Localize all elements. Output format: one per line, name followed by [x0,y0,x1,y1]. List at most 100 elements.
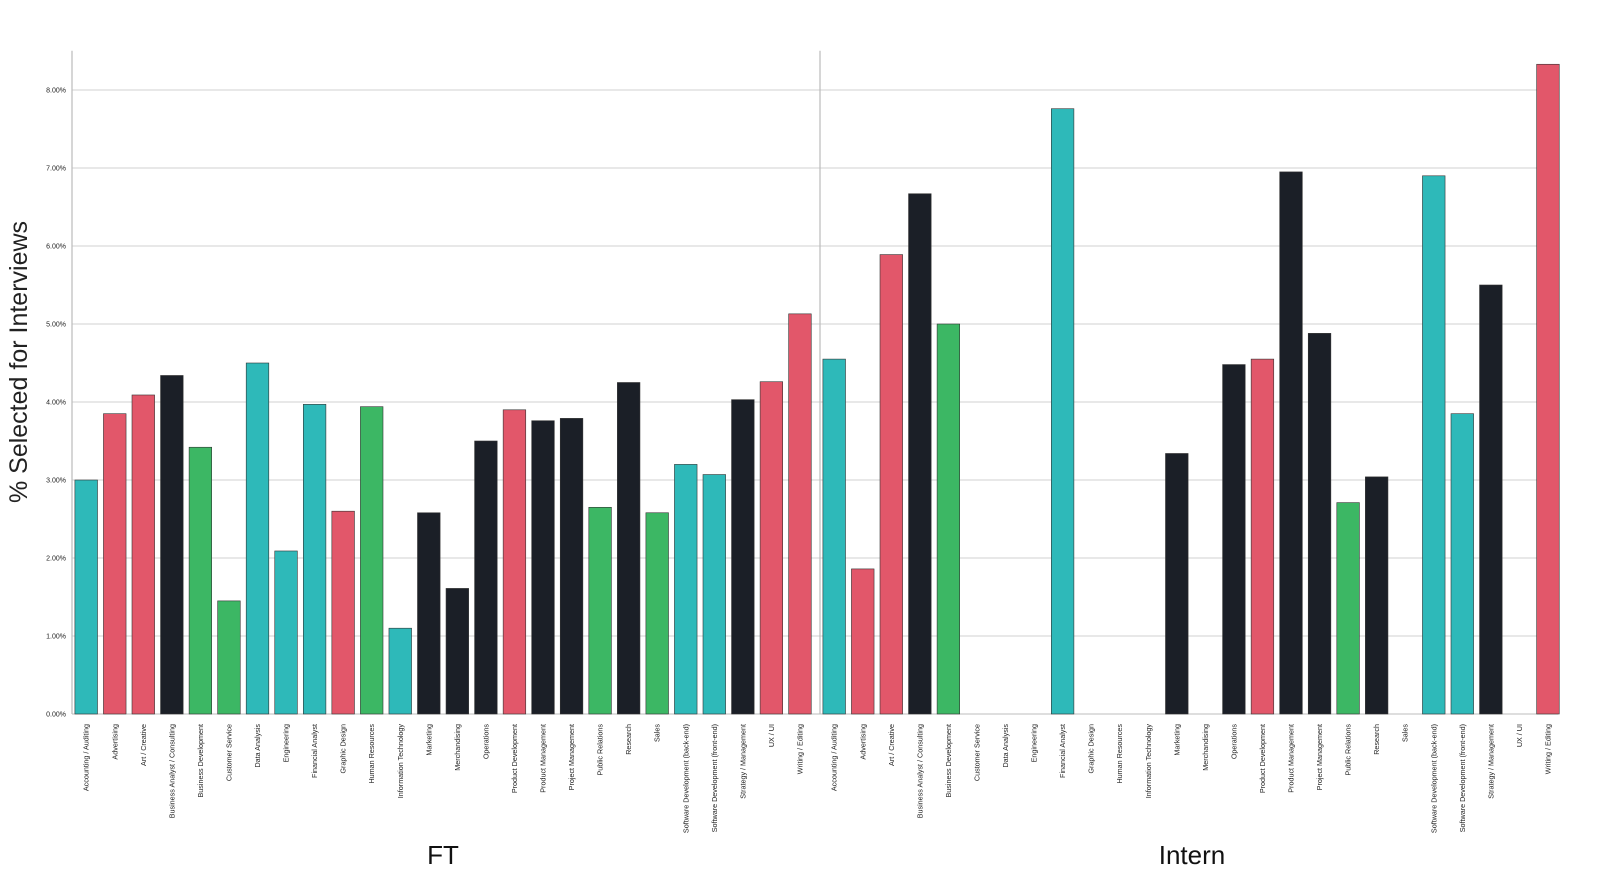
bar [131,394,155,715]
bar [1365,476,1389,715]
x-tick-label: Operations [481,724,490,760]
x-tick-label: Accounting / Auditing [830,724,839,791]
x-tick-label: Public Relations [1344,724,1353,776]
x-tick-label: Data Analysis [1001,724,1010,768]
x-tick-label: Customer Service [224,724,233,781]
bar [822,358,846,715]
bar [360,406,384,715]
y-tick-label: 0.00% [46,712,66,719]
x-tick-label: Strategy / Management [738,724,747,799]
bar [702,474,726,715]
bar [245,362,270,715]
x-tick-label: Art / Creative [139,724,148,766]
y-tick-label: 2.00% [46,556,66,563]
bar [1450,413,1474,715]
bar [1250,358,1275,715]
bar [617,382,641,715]
x-tick-label: Information Technology [1144,724,1153,799]
bar [1307,333,1332,715]
x-tick-label: Business Analyst / Consulting [167,724,176,818]
bar [936,323,960,715]
bar [502,409,527,715]
x-tick-label: Marketing [1172,724,1181,756]
bar [188,446,213,715]
bar [1165,453,1189,715]
bar [759,381,783,715]
bar [1536,63,1560,715]
x-tick-label: Data Analysis [253,724,262,768]
x-tick-label: Merchandising [453,724,462,771]
x-tick-label: Engineering [282,724,291,762]
bar [103,413,127,715]
x-tick-label: Writing / Editing [1543,724,1552,774]
panels: Accounting / Auditing Advertising Art / Cr… [71,50,1560,870]
x-tick-label: Human Resources [367,724,376,784]
x-tick-label: Information Technology [396,724,405,799]
bar [474,440,498,715]
y-tick-label: 3.00% [46,478,66,485]
y-tick-label: 7.00% [46,166,66,173]
x-tick-label: Research [1372,724,1381,755]
x-tick-label: Financial Analyst [310,724,319,778]
x-tick-label: Accounting / Auditing [82,724,91,791]
bar [1336,502,1360,715]
x-tick-label: Public Relations [596,724,605,776]
panel-intern: Accounting / Auditing Advertising Art / Cr… [819,50,1560,870]
bar [74,479,98,715]
x-tick-label: Product Development [510,724,519,793]
bar [1479,284,1503,715]
y-tick-label: 4.00% [46,400,66,407]
x-tick-label: Merchandising [1201,724,1210,771]
x-tick-label: Engineering [1030,724,1039,762]
bar [217,600,241,715]
bar [674,464,698,715]
bar [908,193,932,715]
y-tick-label: 1.00% [46,634,66,641]
bar [302,404,327,715]
x-tick-label: Business Analyst / Consulting [915,724,924,818]
x-tick-label: Software Development (back-end) [1429,724,1438,833]
panel-title: Intern [1159,840,1226,870]
y-tick-label: 8.00% [46,88,66,95]
x-tick-label: Business Development [196,724,205,798]
x-tick-label: UX / UI [767,724,776,747]
bar [274,550,298,715]
x-tick-label: Sales [1401,724,1410,742]
x-tick-label: Writing / Editing [795,724,804,774]
bar [417,512,441,715]
panel-ft: Accounting / Auditing Advertising Art / Cr… [71,50,812,870]
x-tick-label: Advertising [858,724,867,760]
bar [788,313,812,715]
x-tick-label: Product Development [1258,724,1267,793]
x-tick-label: Financial Analyst [1058,724,1067,778]
x-tick-label: Software Development (back-end) [681,724,690,833]
x-tick-label: Art / Creative [887,724,896,766]
x-tick-label: Sales [653,724,662,742]
bar [1051,108,1075,715]
bar [445,588,469,715]
panel-title: FT [427,840,459,870]
y-tick-label: 6.00% [46,244,66,251]
x-tick-label: Research [624,724,633,755]
x-tick-label: Graphic Design [339,724,348,774]
bar [879,254,903,715]
bar [331,510,355,715]
bar [160,375,184,715]
x-tick-label: Operations [1229,724,1238,760]
x-tick-label: Graphic Design [1087,724,1096,774]
bar [1222,364,1246,715]
x-tick-label: Business Development [944,724,953,798]
x-tick-label: Product Management [1287,724,1296,793]
x-tick-label: Marketing [424,724,433,756]
bar [1422,175,1446,715]
bar [1279,171,1303,715]
y-axis-ticks: 0.00% 1.00% 2.00% 3.00% 4.00% 5.00% 6.00% 7.00%… [46,88,66,719]
x-tick-label: Customer Service [972,724,981,781]
bar [559,418,584,715]
y-tick-label: 5.00% [46,322,66,329]
bar [531,420,555,715]
x-tick-label: Human Resources [1115,724,1124,784]
x-tick-label: UX / UI [1515,724,1524,747]
x-tick-label: Software Development (front-end) [1458,724,1467,832]
